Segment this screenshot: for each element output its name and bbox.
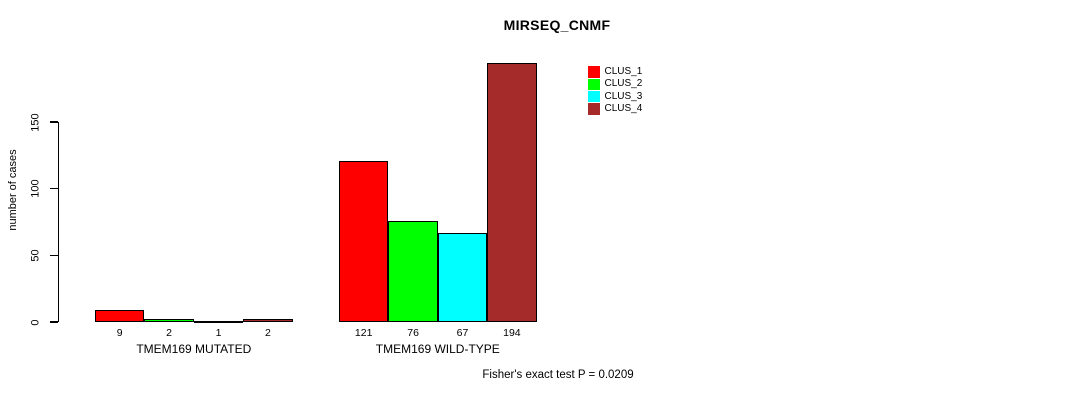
legend-row: CLUS_3 <box>588 91 642 103</box>
bar-clus_2 <box>388 220 438 322</box>
y-tick-label: 0 <box>29 318 42 326</box>
bar-value-label: 2 <box>264 327 271 339</box>
bar-value-label: 9 <box>116 327 123 339</box>
y-tick-label: 50 <box>29 249 42 262</box>
y-tick-label: 150 <box>29 112 42 132</box>
bar-value-label: 1 <box>215 327 222 339</box>
legend: CLUS_1 CLUS_2 CLUS_3 CLUS_4 <box>588 66 642 115</box>
chart-title: MIRSEQ_CNMF <box>503 17 611 33</box>
group-label: TMEM169 MUTATED <box>136 342 252 356</box>
legend-swatch-icon <box>588 90 600 103</box>
legend-row: CLUS_2 <box>588 78 643 91</box>
legend-label: CLUS_1 <box>604 66 643 78</box>
y-axis-title: number of cases <box>7 149 19 231</box>
y-tick-label: 100 <box>29 179 42 198</box>
y-tick-mark <box>50 254 58 257</box>
legend-row: CLUS_4 <box>588 103 642 115</box>
y-axis-line <box>58 122 60 322</box>
y-tick-mark <box>50 321 58 323</box>
y-tick-mark <box>50 188 58 190</box>
bar-value-label: 2 <box>166 327 172 339</box>
group-label: TMEM169 WILD-TYPE <box>375 342 500 356</box>
legend-label: CLUS_3 <box>604 90 643 102</box>
legend-swatch-icon <box>588 103 600 115</box>
legend-row: CLUS_1 <box>588 66 642 78</box>
bar-value-label: 121 <box>354 327 373 339</box>
bar-value-label: 194 <box>503 327 521 339</box>
legend-label: CLUS_4 <box>604 103 643 115</box>
y-tick-mark <box>50 121 58 123</box>
bar-clus_3 <box>437 232 488 322</box>
legend-swatch-icon <box>588 66 600 78</box>
legend-label: CLUS_2 <box>604 78 643 90</box>
legend-swatch-icon <box>588 78 600 91</box>
bar-clus_2 <box>144 319 194 322</box>
bar-clus_1 <box>95 310 145 322</box>
footnote: Fisher's exact test P = 0.0209 <box>482 369 634 381</box>
bar-value-label: 67 <box>456 327 469 339</box>
bar-clus_1 <box>339 160 389 322</box>
bar-clus_4 <box>487 63 537 322</box>
bar-clus_3 <box>193 320 244 323</box>
bar-clus_4 <box>243 319 293 322</box>
bar-value-label: 76 <box>407 327 419 339</box>
